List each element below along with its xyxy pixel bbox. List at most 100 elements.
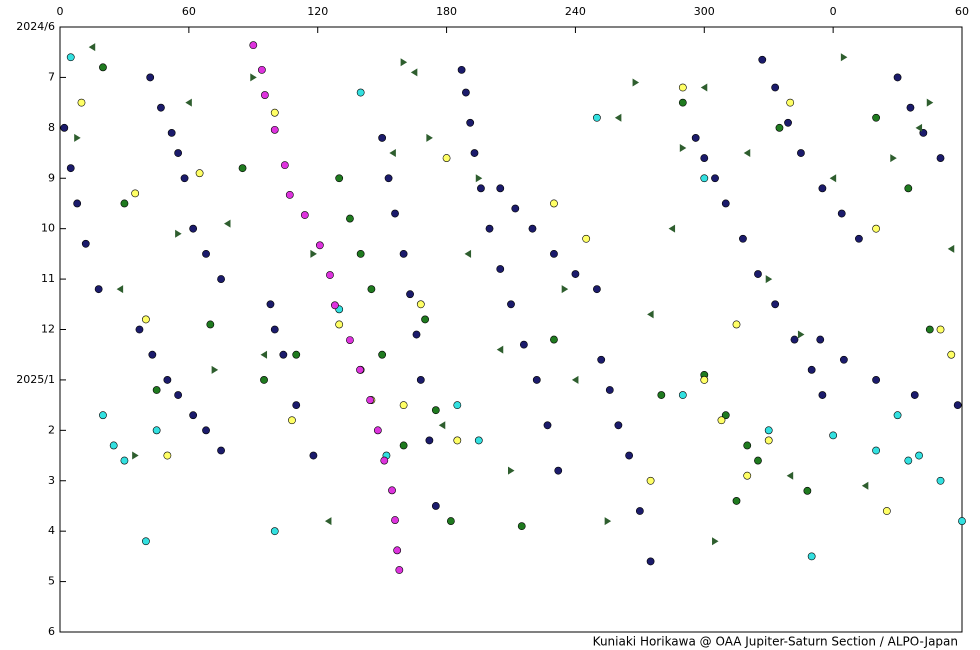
point <box>309 451 318 460</box>
point <box>148 350 157 359</box>
point <box>310 249 317 258</box>
point <box>135 325 144 334</box>
point <box>700 83 708 92</box>
point <box>593 113 601 122</box>
point <box>157 103 165 112</box>
point <box>142 315 150 324</box>
point <box>632 78 640 87</box>
point <box>335 174 344 183</box>
point <box>250 73 257 82</box>
point <box>431 406 440 415</box>
point <box>410 68 418 77</box>
point <box>391 516 399 524</box>
point <box>668 224 676 233</box>
point <box>855 234 863 243</box>
point <box>561 285 569 294</box>
point <box>496 345 504 354</box>
point <box>496 184 505 193</box>
point <box>582 234 591 243</box>
point <box>367 285 376 294</box>
point <box>678 83 687 92</box>
y-tick-label: 3 <box>48 474 55 487</box>
point <box>132 451 139 460</box>
point <box>399 249 408 258</box>
point <box>378 350 387 359</box>
point <box>224 219 231 228</box>
point <box>947 350 956 359</box>
point <box>890 154 897 163</box>
credit: Kuniaki Horikawa @ OAA Jupiter-Saturn Se… <box>593 635 958 649</box>
point <box>285 190 294 199</box>
point <box>550 199 558 208</box>
x-tick-label: 60 <box>182 5 196 18</box>
point <box>446 517 455 525</box>
point <box>915 123 923 132</box>
point <box>700 154 709 162</box>
point <box>904 456 913 465</box>
point <box>758 55 767 64</box>
point <box>485 224 494 233</box>
point <box>475 174 483 183</box>
point <box>936 154 945 162</box>
point <box>270 108 279 117</box>
point <box>474 436 483 445</box>
y-tick-label: 2 <box>48 423 55 436</box>
point <box>837 209 846 218</box>
point <box>743 441 752 450</box>
point <box>175 229 182 238</box>
point <box>217 446 225 455</box>
point <box>330 301 339 310</box>
point <box>81 239 90 248</box>
point <box>279 350 288 359</box>
point <box>477 184 485 193</box>
point <box>571 270 580 278</box>
point <box>260 376 268 384</box>
point <box>99 63 107 72</box>
point <box>74 133 81 142</box>
point <box>712 537 719 546</box>
point <box>315 241 324 250</box>
point <box>77 98 86 107</box>
point <box>280 161 289 170</box>
point <box>380 456 389 465</box>
point <box>260 350 268 359</box>
y-tick-label: 6 <box>48 625 55 638</box>
point <box>109 441 118 450</box>
point <box>517 522 526 531</box>
point <box>732 497 741 505</box>
point <box>764 426 773 435</box>
point <box>647 310 654 319</box>
point <box>646 557 655 566</box>
point <box>292 350 301 359</box>
point <box>270 325 279 334</box>
point <box>771 300 780 309</box>
point <box>152 386 161 394</box>
y-tick-label: 7 <box>48 70 55 83</box>
point <box>416 376 425 384</box>
point <box>872 113 880 122</box>
y-tick-label: 4 <box>48 524 55 537</box>
point <box>771 83 780 92</box>
point <box>743 149 751 158</box>
point <box>765 275 773 284</box>
y-tick-label: 5 <box>48 575 55 588</box>
point <box>174 149 183 157</box>
x-tick-label: 60 <box>955 5 969 18</box>
point <box>925 325 934 334</box>
point <box>120 199 129 208</box>
point <box>146 73 155 82</box>
point <box>425 436 434 445</box>
point <box>346 336 354 344</box>
y-tick-label: 12 <box>41 323 55 336</box>
point <box>366 396 375 404</box>
point <box>657 391 666 399</box>
point <box>142 537 150 546</box>
point <box>947 244 955 253</box>
point <box>195 169 204 178</box>
point <box>528 224 537 233</box>
point <box>739 234 747 243</box>
point <box>378 134 387 142</box>
point <box>388 486 396 495</box>
